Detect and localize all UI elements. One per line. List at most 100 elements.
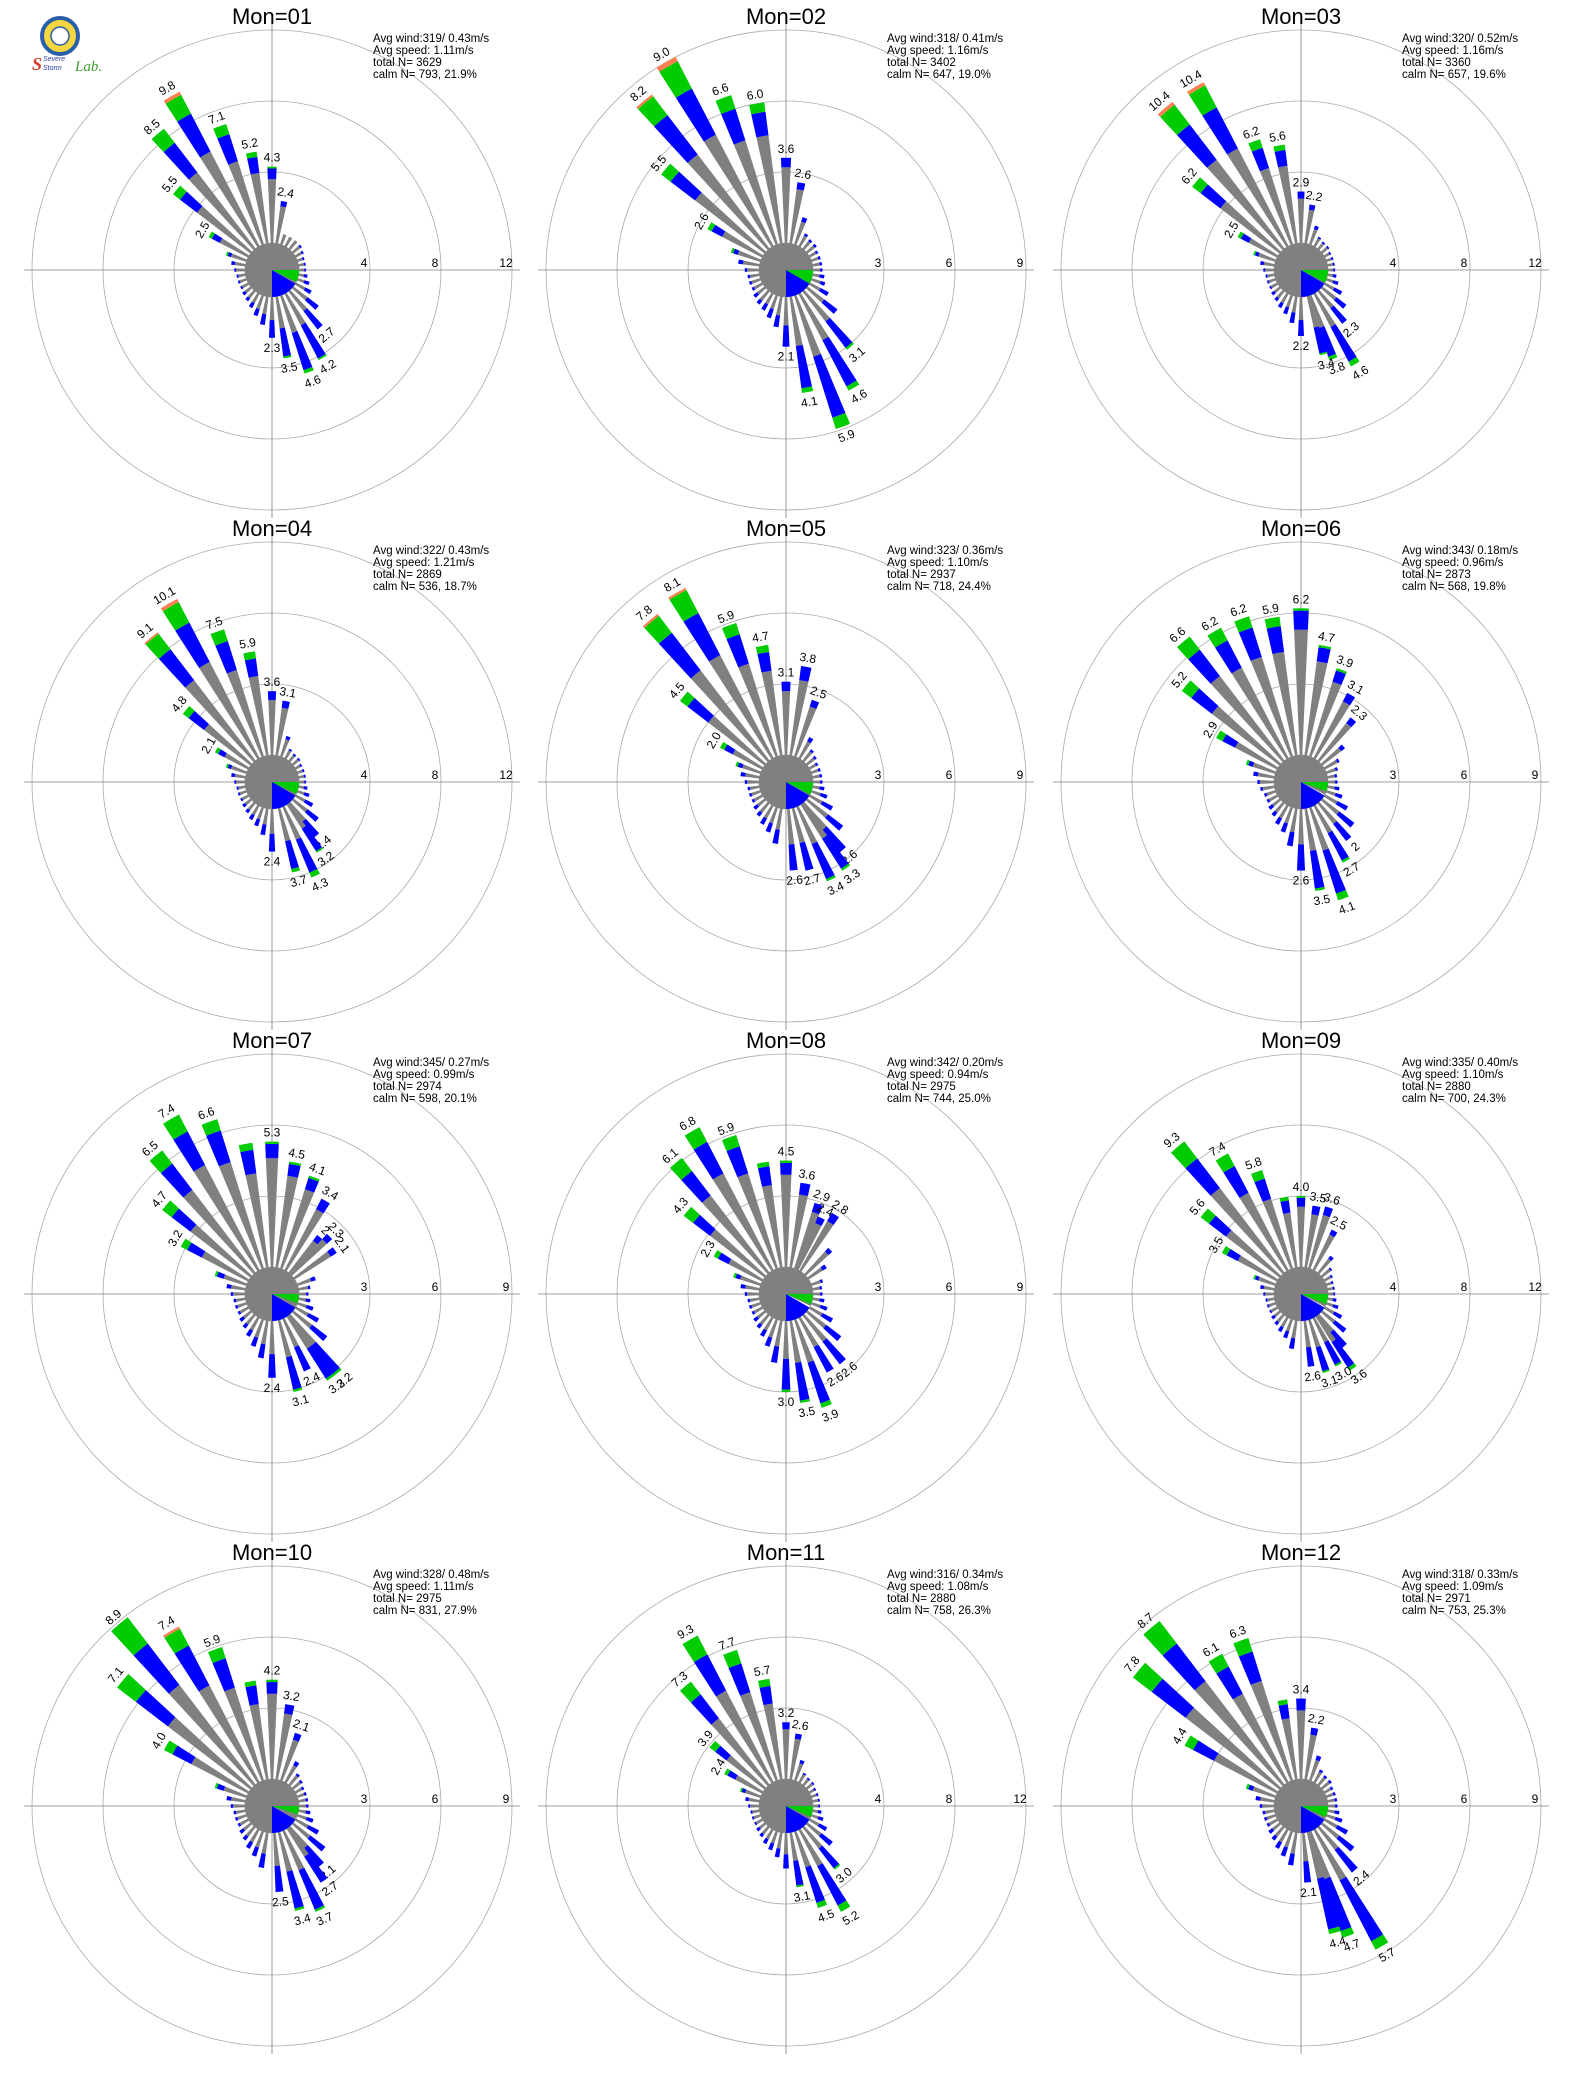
wind-bar-segment xyxy=(296,1302,307,1309)
wind-bar-segment xyxy=(1334,767,1339,772)
bar-value-label: 3.1 xyxy=(291,1392,311,1410)
wind-bar-segment xyxy=(298,774,305,779)
wind-bar-segment xyxy=(237,792,241,796)
wind-bar-segment xyxy=(815,1792,819,1797)
wind-bar-segment xyxy=(755,1818,764,1825)
wind-bar-segment xyxy=(826,875,836,882)
wind-bar-segment xyxy=(1284,806,1293,824)
wind-bar-segment xyxy=(789,189,804,244)
wind-bar-segment xyxy=(1309,228,1318,246)
wind-bar-segment xyxy=(1309,681,1342,758)
wind-bar-segment xyxy=(1332,1298,1337,1302)
wind-bar-segment xyxy=(281,700,290,709)
wind-bar-segment xyxy=(1333,268,1336,272)
wind-bar-segment xyxy=(288,289,308,312)
wind-bar-segment xyxy=(805,757,815,766)
wind-bar-segment xyxy=(230,1292,234,1296)
wind-bar-segment xyxy=(711,1718,770,1787)
wind-bar-segment xyxy=(196,206,253,254)
wind-bar-segment xyxy=(1132,1662,1163,1692)
wind-bar-segment xyxy=(757,798,767,807)
wind-bar-segment xyxy=(225,763,230,769)
wind-bar-segment xyxy=(1319,351,1328,356)
wind-bar-segment xyxy=(245,151,258,159)
wind-bar-segment xyxy=(303,774,306,778)
wind-bar-segment xyxy=(1309,806,1329,851)
wind-bar-segment xyxy=(288,754,296,763)
wind-bar-segment xyxy=(295,1773,300,1778)
wind-bar-segment xyxy=(774,1847,781,1858)
wind-bar-segment xyxy=(798,1316,819,1348)
bar-value-label: 6.3 xyxy=(1227,1623,1248,1642)
wind-bar-segment xyxy=(715,95,736,114)
wind-bar-segment xyxy=(1327,780,1336,784)
wind-bar-segment xyxy=(1316,1876,1340,1930)
bar-value-label: 3.4 xyxy=(1293,1683,1310,1697)
wind-bar-segment xyxy=(720,741,728,750)
wind-bar-segment xyxy=(1280,1846,1288,1857)
wind-bar-segment xyxy=(228,161,264,246)
wind-bar-segment xyxy=(1216,1666,1243,1700)
wind-bar-segment xyxy=(325,1373,335,1381)
wind-bar-segment xyxy=(1325,1302,1334,1308)
stats-line: Avg speed: 1.16m/s xyxy=(887,45,989,57)
wind-bar-segment xyxy=(1327,268,1334,272)
wind-bar-segment xyxy=(707,222,716,232)
wind-bar-segment xyxy=(1347,1363,1357,1371)
wind-bar-segment xyxy=(756,135,783,244)
wind-bar-segment xyxy=(1264,616,1281,629)
wind-bar-segment xyxy=(751,1302,762,1309)
wind-bar-segment xyxy=(810,1279,821,1286)
stats-line: Avg wind:319/ 0.43m/s xyxy=(373,33,489,45)
wind-bar-segment xyxy=(1262,1198,1293,1270)
wind-bar-segment xyxy=(1334,1816,1343,1823)
calm-pie-green xyxy=(1301,782,1328,792)
wind-bar-segment xyxy=(1320,1822,1340,1839)
wind-bar-segment xyxy=(244,658,259,678)
wind-bar-segment xyxy=(1253,1274,1257,1280)
wind-bar-segment xyxy=(1266,798,1271,803)
wind-bar-segment xyxy=(291,1781,301,1790)
wind-bar-segment xyxy=(781,691,791,756)
wind-bar-segment xyxy=(231,261,236,266)
wind-bar-segment xyxy=(1221,1245,1231,1256)
bar-value-label: 5.9 xyxy=(836,426,857,445)
wind-bar-segment xyxy=(742,260,760,267)
wind-bar-segment xyxy=(747,1298,751,1303)
wind-bar-segment xyxy=(244,1680,257,1688)
wind-bar-segment xyxy=(288,240,298,251)
lab-logo: S Severe Storm Lab. xyxy=(32,16,102,75)
ring-tick-label: 3 xyxy=(875,256,882,270)
wind-bar-segment xyxy=(188,172,256,251)
wind-bar-segment xyxy=(768,1318,778,1338)
wind-bar-segment xyxy=(747,1292,760,1296)
wind-bar-segment xyxy=(1170,1141,1198,1169)
wind-bar-segment xyxy=(744,1292,748,1296)
wind-bar-segment xyxy=(1277,301,1284,309)
wind-bar-segment xyxy=(1285,294,1293,308)
wind-bar-segment xyxy=(708,715,767,766)
wind-bar-segment xyxy=(822,336,857,387)
stats-line: calm N= 657, 19.6% xyxy=(1402,69,1506,81)
wind-bar-segment xyxy=(162,602,190,631)
wind-bar-segment xyxy=(820,1312,834,1323)
wind-bar-segment xyxy=(1176,124,1217,168)
wind-bar-segment xyxy=(1327,1809,1335,1814)
wind-bar-segment xyxy=(269,1320,275,1355)
wind-bar-segment xyxy=(233,1298,237,1303)
ring-tick-label: 3 xyxy=(1390,768,1397,782)
wind-bar-segment xyxy=(1279,1196,1289,1202)
wind-bar-segment xyxy=(201,1251,250,1282)
wind-bar-segment xyxy=(764,1336,773,1347)
wind-bar-segment xyxy=(1323,1787,1332,1794)
wind-bar-segment xyxy=(783,1832,789,1855)
wind-bar-segment xyxy=(789,1738,801,1780)
wind-bar-segment xyxy=(812,780,821,784)
wind-bar-segment xyxy=(174,1645,210,1692)
wind-bar-segment xyxy=(230,253,248,262)
wind-bar-segment xyxy=(753,804,760,810)
wind-bar-segment xyxy=(1327,273,1334,278)
wind-bar-segment xyxy=(1210,1187,1285,1275)
wind-bar-segment xyxy=(1262,785,1275,791)
wind-bar-segment xyxy=(812,243,817,248)
